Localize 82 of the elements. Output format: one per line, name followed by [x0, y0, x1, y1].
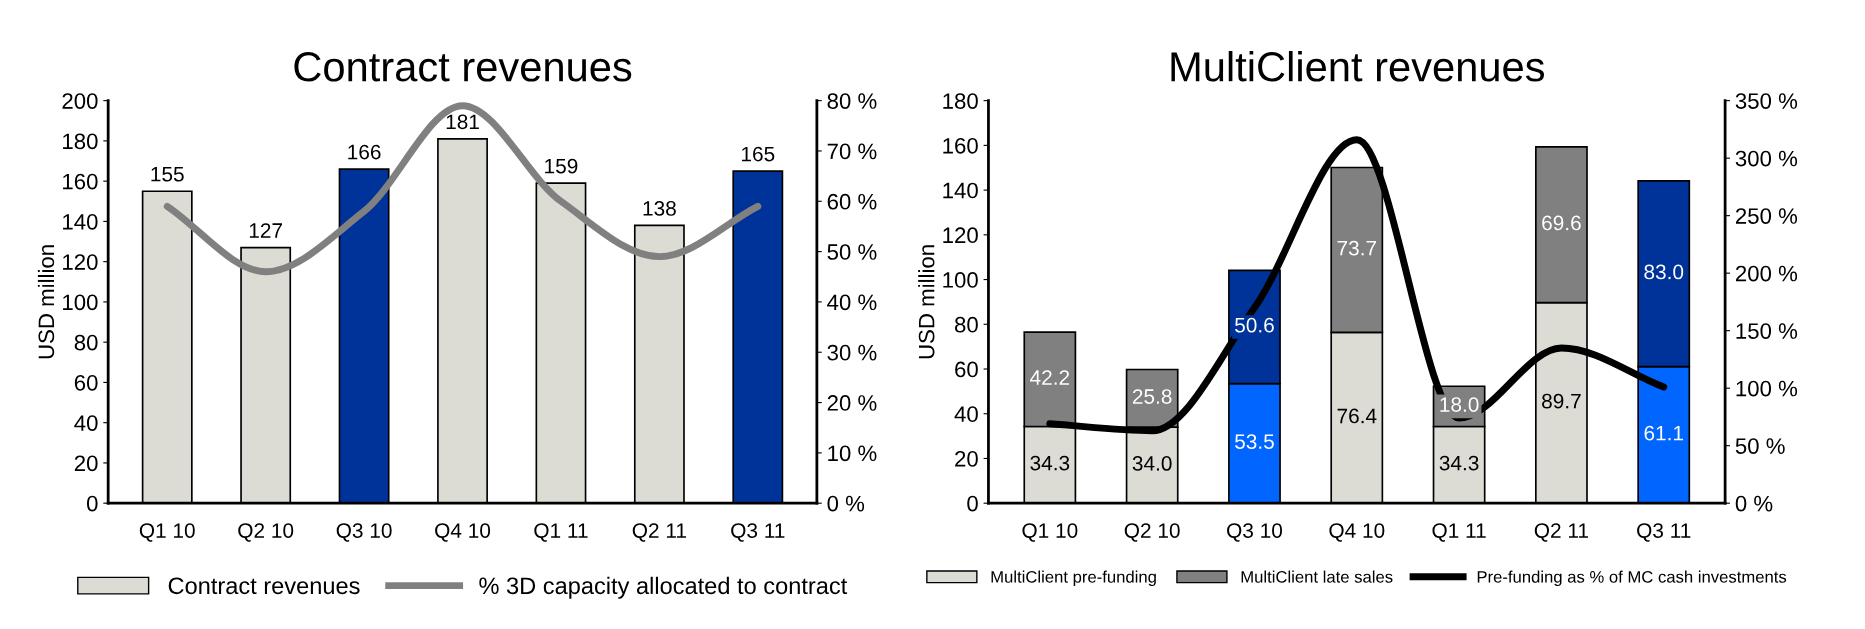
y-tick-label: 60 [955, 361, 978, 378]
data-label: 42.2 [1030, 370, 1070, 385]
y2-tick-label: 200 % [1735, 265, 1798, 282]
y-tick-label: 60 [74, 374, 98, 391]
y2-tick-label: 0 % [827, 495, 865, 512]
x-tick-label: Q2 10 [238, 523, 294, 542]
x-tick-label: Q3 11 [1637, 523, 1691, 542]
y2-tick-label: 0 % [1735, 495, 1773, 512]
y2-tick-label: 20 % [827, 395, 877, 411]
y-tick-label: 120 [943, 227, 978, 244]
y-tick-label: 100 [943, 272, 978, 288]
data-label: 127 [249, 223, 282, 238]
x-tick-label: Q1 11 [1432, 523, 1486, 542]
data-label: 69.6 [1542, 215, 1581, 231]
y-tick-label: 40 [954, 406, 978, 423]
y2-tick-label: 300 % [1735, 150, 1798, 167]
y-tick-label: 180 [943, 93, 978, 109]
x-tick-label: Q2 10 [1124, 523, 1180, 542]
data-label: 34.0 [1132, 456, 1172, 471]
y-axis-title: USD million [918, 245, 935, 359]
data-label: 34.3 [1439, 455, 1479, 471]
x-tick-label: Q1 10 [139, 523, 195, 542]
y2-tick-label: 100 % [1736, 380, 1798, 397]
y-tick-label: 160 [63, 173, 98, 190]
y2-tick-label: 30 % [827, 344, 877, 361]
y2-tick-label: 10 % [828, 445, 877, 462]
x-tick-label: Q1 11 [534, 523, 588, 542]
data-label: 159 [545, 158, 578, 174]
data-label: 18.0 [1440, 397, 1479, 412]
x-tick-label: Q2 11 [632, 523, 686, 542]
legend-label: Contract revenues [168, 577, 360, 595]
data-label: 181 [446, 114, 479, 130]
y2-tick-label: 60 % [827, 193, 877, 210]
y2-tick-label: 350 % [1735, 93, 1798, 109]
chart-title: Contract revenues [294, 52, 632, 82]
legend-label: % 3D capacity allocated to contract [479, 576, 848, 599]
x-tick-label: Q3 11 [731, 523, 785, 542]
legend-label: MultiClient late sales [1241, 570, 1393, 583]
data-label: 76.4 [1337, 408, 1377, 424]
data-label: 73.7 [1337, 240, 1377, 256]
y2-tick-label: 250 % [1735, 208, 1798, 224]
y-tick-label: 20 [74, 455, 98, 472]
y-tick-label: 160 [943, 137, 978, 154]
y-tick-label: 80 [954, 316, 978, 333]
y-tick-label: 0 [86, 495, 98, 512]
y-tick-label: 120 [63, 254, 98, 270]
data-label: 50.6 [1235, 317, 1274, 333]
y2-tick-label: 50 % [1735, 438, 1785, 454]
y2-tick-label: 80 % [827, 93, 877, 109]
x-tick-label: Q4 10 [435, 523, 491, 542]
data-label: 166 [348, 144, 381, 160]
data-label: 34.3 [1030, 455, 1070, 471]
y-tick-label: 80 [74, 334, 98, 351]
legend-label: Pre-funding as % of MC cash investments [1477, 570, 1787, 587]
y-tick-label: 200 [62, 93, 98, 109]
data-label: 53.5 [1235, 434, 1274, 449]
x-tick-label: Q3 10 [1227, 523, 1283, 542]
y2-tick-label: 50 % [827, 244, 877, 260]
y2-tick-label: 40 % [827, 294, 877, 311]
y-tick-label: 20 [955, 451, 978, 467]
x-tick-label: Q1 10 [1022, 523, 1078, 542]
legend-label: MultiClient pre-funding [991, 570, 1156, 587]
y-tick-label: 180 [63, 133, 98, 150]
data-label: 25.8 [1132, 389, 1172, 404]
data-label: 61.1 [1644, 425, 1683, 441]
y2-tick-label: 70 % [827, 143, 877, 160]
data-label: 89.7 [1542, 393, 1581, 409]
chart-title: MultiClient revenues [1171, 51, 1545, 82]
y-tick-label: 140 [943, 182, 978, 199]
x-tick-label: Q4 10 [1329, 523, 1385, 542]
data-label: 165 [742, 146, 775, 162]
y-tick-label: 100 [63, 294, 98, 311]
data-label: 155 [151, 167, 184, 182]
x-tick-label: Q2 11 [1534, 523, 1589, 542]
data-label: 138 [643, 201, 676, 216]
x-tick-label: Q3 10 [336, 523, 392, 542]
y2-tick-label: 150 % [1736, 323, 1798, 339]
y-tick-label: 0 [967, 495, 978, 512]
y-tick-label: 140 [63, 213, 98, 230]
y-tick-label: 40 [74, 415, 98, 431]
y-axis-title: USD million [37, 245, 55, 359]
data-label: 83.0 [1644, 264, 1684, 280]
